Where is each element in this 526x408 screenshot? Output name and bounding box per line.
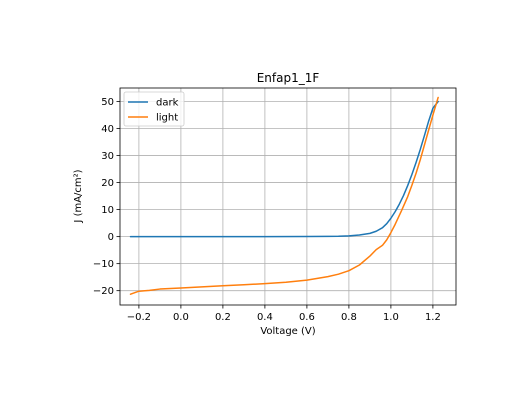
y-tick-label: −20	[93, 286, 114, 297]
x-tick-label: 0.8	[341, 312, 357, 323]
y-axis-ticks: −20 −10 0 10 20 30 40 50	[93, 97, 120, 297]
y-tick-label: 20	[101, 178, 114, 189]
x-axis-label: Voltage (V)	[260, 326, 315, 337]
y-tick-label: 0	[108, 232, 114, 243]
x-tick-label: −0.2	[127, 312, 151, 323]
y-axis-label: J (mA/cm²)	[73, 169, 84, 223]
legend-label-dark: dark	[156, 98, 179, 109]
y-tick-label: 40	[101, 124, 114, 135]
y-tick-label: 30	[101, 151, 114, 162]
legend-entries: dark light	[128, 98, 179, 124]
x-axis-ticks: −0.2 0.0 0.2 0.4 0.6 0.8 1.0 1.2	[127, 305, 441, 323]
y-tick-label: 10	[101, 205, 114, 216]
x-tick-label: 0.2	[215, 312, 231, 323]
series-lines	[129, 96, 439, 295]
legend-label-light: light	[156, 113, 178, 124]
x-tick-label: 1.0	[383, 312, 399, 323]
series-line-dark	[129, 100, 439, 238]
plot-frame	[119, 87, 457, 306]
y-tick-label: 50	[101, 97, 114, 108]
x-tick-label: 0.4	[257, 312, 273, 323]
y-tick-label: −10	[93, 259, 114, 270]
x-tick-label: 1.2	[425, 312, 441, 323]
legend: dark light	[123, 91, 185, 127]
chart-title: Enfap1_1F	[257, 71, 320, 85]
series-line-light	[129, 96, 439, 295]
x-tick-label: 0.0	[173, 312, 189, 323]
x-tick-label: 0.6	[299, 312, 315, 323]
